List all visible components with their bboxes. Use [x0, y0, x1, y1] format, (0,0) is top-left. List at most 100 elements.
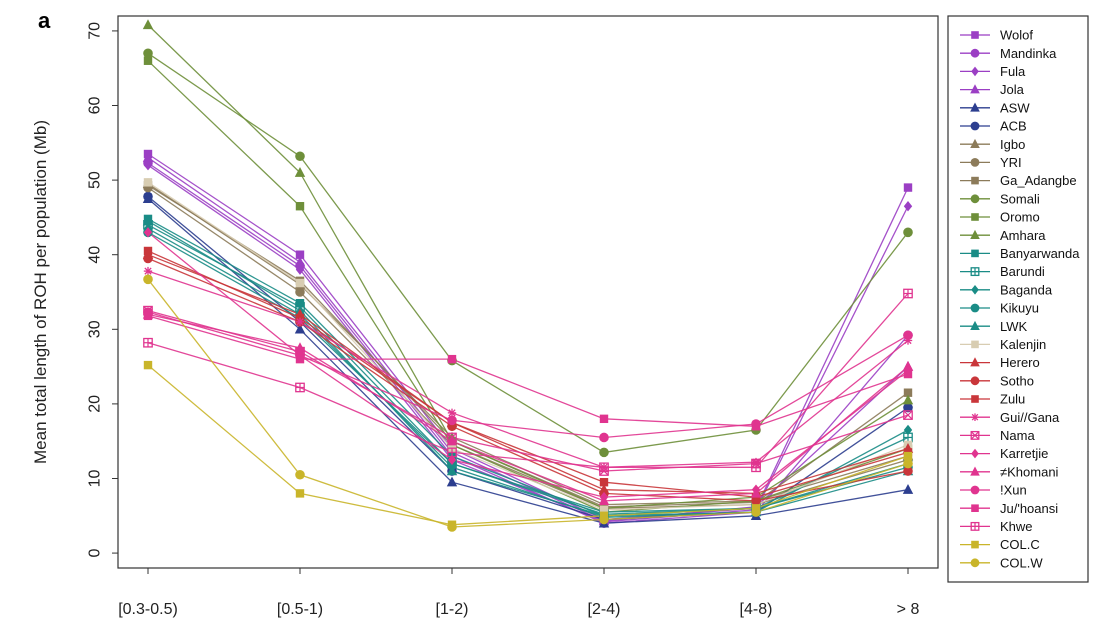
- data-point-kalenjin: [143, 178, 153, 187]
- legend-marker: [970, 229, 980, 239]
- data-point-zulu: [599, 478, 609, 487]
- legend-label: Oromo: [1000, 210, 1040, 225]
- legend-label: Sotho: [1000, 373, 1034, 388]
- legend-entry: Ju/'hoansi: [960, 501, 1058, 516]
- data-point-wolof: [903, 183, 913, 192]
- legend-marker: [971, 213, 979, 221]
- data-point-somali: [143, 48, 153, 59]
- legend-marker: [970, 320, 980, 330]
- data-point-col-c: [295, 489, 305, 498]
- legend-entry: Igbo: [960, 137, 1025, 152]
- data-point-amhara: [902, 394, 914, 405]
- series-line-gui-gana: [147, 270, 909, 468]
- legend-label: ASW: [1000, 100, 1030, 115]
- legend-entry: Baganda: [960, 282, 1053, 297]
- data-point-ju-hoansi: [143, 311, 153, 321]
- series-line-lwk: [147, 220, 909, 517]
- legend-label: Kalenjin: [1000, 337, 1046, 352]
- y-tick-label: 30: [87, 320, 104, 338]
- x-tick-label: [0.5-1): [277, 601, 323, 618]
- legend-label: Wolof: [1000, 28, 1033, 43]
- data-point-khomani: [750, 487, 762, 498]
- legend-label: COL.W: [1000, 555, 1043, 570]
- data-point-col-w: [447, 522, 457, 532]
- legend-label: Mandinka: [1000, 46, 1057, 61]
- data-point-col-w: [599, 514, 609, 525]
- legend-label: Barundi: [1000, 264, 1045, 279]
- legend-label: Banyarwanda: [1000, 246, 1080, 261]
- legend-label: Ga_Adangbe: [1000, 173, 1077, 188]
- legend-marker: [970, 158, 980, 167]
- legend-marker: [970, 357, 980, 367]
- y-tick-label: 0: [87, 549, 104, 558]
- legend-entry: Herero: [960, 355, 1040, 370]
- legend-marker: [970, 376, 980, 386]
- data-point-zulu: [143, 246, 153, 256]
- series-line-wolof: [147, 153, 909, 521]
- data-point-col-w: [295, 469, 305, 480]
- data-point-ju-hoansi: [751, 422, 761, 431]
- data-point-lwk: [142, 215, 154, 226]
- data-point-amhara: [142, 19, 154, 30]
- legend-label: Fula: [1000, 64, 1026, 79]
- legend-entry: Karretjie: [960, 446, 1048, 461]
- data-point-karretjie: [143, 227, 153, 238]
- y-tick-label: 70: [87, 22, 104, 40]
- legend-entry: YRI: [960, 155, 1022, 170]
- data-point-sotho: [143, 253, 153, 264]
- data-point-khwe: [751, 462, 761, 473]
- legend-label: Gui//Gana: [1000, 410, 1060, 425]
- series-line-mandinka: [147, 162, 909, 524]
- legend-label: YRI: [1000, 155, 1022, 170]
- legend-entry: Jola: [960, 82, 1025, 97]
- y-tick-label: 50: [87, 171, 104, 189]
- legend-marker: [971, 66, 979, 77]
- legend-entry: Banyarwanda: [960, 246, 1080, 261]
- legend-label: Zulu: [1000, 392, 1025, 407]
- series-markers: [142, 19, 914, 532]
- data-point-fula: [903, 201, 913, 212]
- legend-label: LWK: [1000, 319, 1028, 334]
- data-point-oromo: [143, 56, 153, 65]
- x-tick-label: [0.3-0.5): [118, 601, 178, 618]
- series-line-xun: [147, 311, 909, 439]
- data-point-lwk: [446, 465, 458, 476]
- data-point-xun: [903, 330, 913, 341]
- legend-label: Baganda: [1000, 282, 1053, 297]
- legend-marker: [970, 430, 980, 440]
- data-point-asw: [902, 483, 914, 494]
- series-line-baganda: [147, 228, 909, 518]
- data-point-amhara: [294, 166, 306, 177]
- series-line-somali: [147, 52, 909, 454]
- legend-marker: [971, 176, 979, 185]
- legend-entry: Gui//Gana: [960, 410, 1060, 425]
- data-point-somali: [599, 447, 609, 458]
- series-line-fula: [147, 164, 909, 523]
- data-point-somali: [295, 151, 305, 162]
- series-line-nama: [147, 309, 909, 472]
- data-point-ga-adangbe: [903, 388, 913, 397]
- legend-entry: ASW: [960, 100, 1030, 115]
- legend-marker: [970, 466, 980, 476]
- legend-marker: [970, 48, 980, 58]
- data-point-jola: [142, 152, 154, 162]
- data-point-khomani: [294, 342, 306, 353]
- legend-label: Amhara: [1000, 228, 1046, 243]
- panel-label: a: [38, 8, 51, 33]
- data-point-col-w: [143, 274, 153, 285]
- x-tick-label: [2-4): [588, 601, 621, 618]
- legend-label: ACB: [1000, 119, 1027, 134]
- x-tick-label: [4-8): [740, 601, 773, 618]
- data-point-khwe: [143, 337, 153, 348]
- data-point-acb: [903, 402, 913, 413]
- legend-entry: LWK: [960, 319, 1028, 334]
- legend-entry: Nama: [960, 428, 1035, 443]
- data-point-fula: [143, 159, 153, 171]
- legend-label: COL.C: [1000, 537, 1040, 552]
- legend-marker: [970, 121, 980, 131]
- legend-marker: [971, 395, 979, 403]
- data-point-gui-gana: [143, 266, 153, 276]
- legend-marker: [970, 485, 980, 495]
- data-point-oromo: [295, 202, 305, 211]
- data-point-kalenjin: [599, 505, 609, 515]
